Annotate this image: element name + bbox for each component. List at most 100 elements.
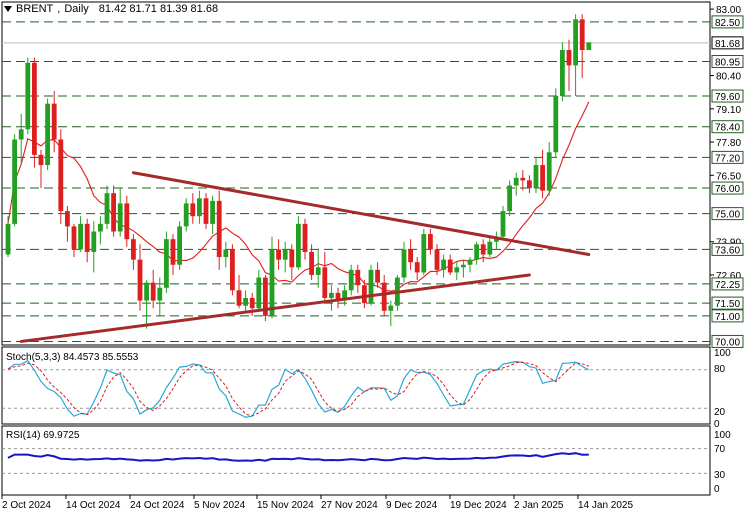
price-tick-label: 72.60 — [716, 271, 741, 282]
candle-body[interactable] — [91, 231, 97, 252]
candle-body[interactable] — [65, 211, 70, 227]
trendline-2[interactable] — [131, 171, 591, 257]
candle-body[interactable] — [362, 285, 367, 304]
candle-body[interactable] — [263, 277, 268, 316]
candle-body[interactable] — [375, 269, 380, 283]
candle-body[interactable] — [137, 259, 143, 301]
candle-body[interactable] — [203, 198, 209, 224]
candle-body[interactable] — [144, 282, 149, 301]
candle-body[interactable] — [329, 292, 334, 298]
candle-body[interactable] — [381, 282, 387, 311]
price-pane[interactable] — [2, 14, 710, 343]
candle-body[interactable] — [540, 165, 545, 191]
candle-body[interactable] — [230, 249, 235, 291]
candle-body[interactable] — [566, 50, 572, 66]
candle-body[interactable] — [461, 264, 466, 268]
candle-body[interactable] — [296, 223, 301, 268]
candle-body[interactable] — [474, 244, 479, 260]
candle-body[interactable] — [553, 96, 559, 153]
candle-body[interactable] — [322, 267, 328, 298]
candle-body[interactable] — [177, 226, 182, 265]
candle-body[interactable] — [447, 259, 453, 273]
candle-body[interactable] — [45, 103, 50, 166]
candle-body[interactable] — [434, 249, 440, 270]
candle-body[interactable] — [5, 223, 11, 255]
candle-body[interactable] — [124, 203, 130, 240]
stochastic-pane[interactable] — [2, 359, 710, 418]
candle-body[interactable] — [507, 185, 512, 212]
candle-body[interactable] — [32, 62, 37, 155]
candle-body[interactable] — [18, 129, 24, 140]
candle-body[interactable] — [513, 177, 519, 186]
candle-body[interactable] — [216, 200, 222, 258]
candle-body[interactable] — [223, 249, 229, 258]
candle-body[interactable] — [282, 249, 288, 260]
candle-body[interactable] — [84, 223, 90, 252]
candle-body[interactable] — [117, 203, 123, 232]
candle-body[interactable] — [25, 62, 31, 130]
date-axis-label: 19 Dec 2024 — [450, 500, 507, 511]
symbol-label: BRENT — [16, 3, 54, 15]
trendline-1[interactable] — [19, 273, 531, 343]
candle-body[interactable] — [150, 282, 156, 301]
candle-body[interactable] — [533, 165, 539, 189]
candle-body[interactable] — [164, 239, 169, 288]
candle-body[interactable] — [467, 259, 473, 265]
candle-body[interactable] — [243, 297, 248, 306]
candle-body[interactable] — [315, 267, 321, 275]
candle-body[interactable] — [441, 259, 446, 270]
candle-body[interactable] — [12, 139, 17, 224]
candle-body[interactable] — [183, 203, 189, 227]
candle-body[interactable] — [58, 139, 64, 212]
candle-body[interactable] — [401, 249, 407, 278]
candle-body[interactable] — [256, 277, 262, 309]
candle-body[interactable] — [388, 305, 394, 311]
candle-body[interactable] — [302, 223, 308, 252]
candle-body[interactable] — [197, 198, 202, 217]
candle-body[interactable] — [111, 193, 116, 232]
candle-body[interactable] — [289, 249, 295, 268]
candle-body[interactable] — [368, 269, 374, 304]
candle-body[interactable] — [104, 193, 110, 224]
candle-body[interactable] — [408, 249, 413, 263]
candle-body[interactable] — [78, 223, 83, 250]
candle-body[interactable] — [454, 267, 460, 273]
candle-body[interactable] — [480, 244, 486, 255]
candle-body[interactable] — [500, 211, 506, 237]
candle-body[interactable] — [157, 287, 163, 301]
date-axis-label: 2 Oct 2024 — [2, 500, 51, 511]
candle-body[interactable] — [573, 19, 578, 66]
candle-body[interactable] — [342, 290, 347, 301]
candle-body[interactable] — [487, 241, 493, 255]
candle-body[interactable] — [276, 249, 281, 260]
candle-body[interactable] — [348, 269, 354, 291]
rsi-pane[interactable] — [2, 448, 710, 474]
candle-body[interactable] — [560, 50, 565, 97]
candle-body[interactable] — [355, 269, 361, 286]
dropdown-triangle-icon[interactable] — [4, 6, 12, 12]
candle-body[interactable] — [269, 249, 275, 316]
candle-body[interactable] — [210, 200, 215, 224]
candle-body[interactable] — [38, 154, 44, 166]
candle-body[interactable] — [414, 262, 420, 273]
candle-body[interactable] — [51, 103, 57, 140]
candle-body[interactable] — [249, 297, 255, 309]
candle-body[interactable] — [236, 290, 242, 306]
stoch-axis-label: 100 — [714, 348, 731, 359]
candle-body[interactable] — [98, 223, 103, 232]
candle-body[interactable] — [520, 177, 526, 181]
candle-body[interactable] — [131, 239, 136, 260]
candle-body[interactable] — [579, 19, 585, 51]
candle-body[interactable] — [546, 152, 552, 191]
candle-body[interactable] — [335, 292, 341, 301]
candle-body[interactable] — [586, 42, 592, 51]
candle-body[interactable] — [190, 203, 196, 217]
candle-body[interactable] — [527, 180, 532, 189]
candle-body[interactable] — [309, 251, 314, 275]
candle-body[interactable] — [71, 226, 77, 250]
candle-body[interactable] — [170, 239, 176, 265]
candle-body[interactable] — [421, 234, 427, 273]
candle-body[interactable] — [428, 234, 433, 250]
